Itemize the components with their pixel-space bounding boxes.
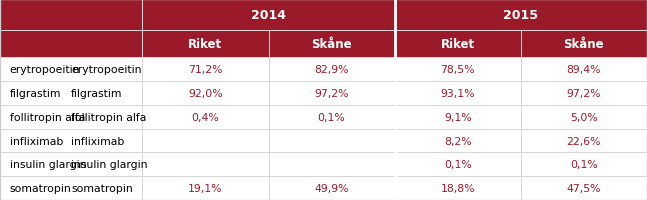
Bar — [395, 82, 521, 105]
Text: 9,1%: 9,1% — [444, 112, 472, 122]
Bar — [0, 0, 142, 31]
Bar — [0, 82, 142, 105]
Bar — [395, 176, 521, 200]
Text: follitropin alfa: follitropin alfa — [10, 112, 85, 122]
Text: 49,9%: 49,9% — [314, 183, 349, 193]
Text: filgrastim: filgrastim — [71, 89, 123, 98]
Bar — [395, 31, 521, 58]
Text: 2015: 2015 — [503, 9, 538, 22]
Text: 97,2%: 97,2% — [314, 89, 349, 98]
Bar — [269, 176, 395, 200]
Text: 0,1%: 0,1% — [444, 160, 472, 169]
Bar — [142, 105, 269, 129]
Bar — [395, 129, 521, 153]
Text: 0,1%: 0,1% — [318, 112, 345, 122]
Text: 71,2%: 71,2% — [188, 65, 223, 75]
Bar — [142, 82, 269, 105]
Text: Skåne: Skåne — [564, 38, 604, 51]
Bar — [142, 58, 269, 82]
Bar — [521, 82, 647, 105]
Bar — [269, 58, 395, 82]
Bar — [0, 153, 142, 176]
Bar — [142, 176, 269, 200]
Bar — [521, 153, 647, 176]
Text: 8,2%: 8,2% — [444, 136, 472, 146]
Text: infliximab: infliximab — [10, 136, 63, 146]
Text: 97,2%: 97,2% — [567, 89, 601, 98]
Text: Riket: Riket — [441, 38, 475, 51]
Bar — [521, 176, 647, 200]
Bar — [0, 176, 142, 200]
Bar — [0, 31, 142, 58]
Text: erytropoeitin: erytropoeitin — [71, 65, 142, 75]
Bar — [521, 31, 647, 58]
Bar — [0, 105, 142, 129]
Bar — [142, 31, 269, 58]
Text: follitropin alfa: follitropin alfa — [71, 112, 146, 122]
Bar — [142, 129, 269, 153]
Bar — [521, 105, 647, 129]
Text: 93,1%: 93,1% — [441, 89, 475, 98]
Text: 0,1%: 0,1% — [570, 160, 598, 169]
Bar — [0, 58, 142, 82]
Bar — [142, 0, 395, 31]
Text: 82,9%: 82,9% — [314, 65, 349, 75]
Text: insulin glargin: insulin glargin — [71, 160, 148, 169]
Text: insulin glargin: insulin glargin — [10, 160, 86, 169]
Bar — [395, 58, 521, 82]
Text: 89,4%: 89,4% — [567, 65, 601, 75]
Text: filgrastim: filgrastim — [10, 89, 61, 98]
Bar — [521, 129, 647, 153]
Bar — [395, 0, 647, 31]
Bar — [395, 153, 521, 176]
Text: Riket: Riket — [188, 38, 223, 51]
Text: 92,0%: 92,0% — [188, 89, 223, 98]
Bar — [521, 58, 647, 82]
Bar — [269, 82, 395, 105]
Text: somatropin: somatropin — [71, 183, 133, 193]
Text: somatropin: somatropin — [10, 183, 71, 193]
Text: 47,5%: 47,5% — [567, 183, 601, 193]
Bar — [269, 153, 395, 176]
Text: Skåne: Skåne — [311, 38, 352, 51]
Bar — [395, 105, 521, 129]
Text: 78,5%: 78,5% — [441, 65, 475, 75]
Text: 0,4%: 0,4% — [192, 112, 219, 122]
Bar — [269, 31, 395, 58]
Text: 19,1%: 19,1% — [188, 183, 223, 193]
Text: 2014: 2014 — [251, 9, 286, 22]
Bar — [269, 105, 395, 129]
Text: 18,8%: 18,8% — [441, 183, 475, 193]
Text: infliximab: infliximab — [71, 136, 124, 146]
Text: erytropoeitin: erytropoeitin — [10, 65, 80, 75]
Bar — [269, 129, 395, 153]
Bar — [142, 153, 269, 176]
Bar — [0, 129, 142, 153]
Text: 22,6%: 22,6% — [567, 136, 601, 146]
Text: 5,0%: 5,0% — [570, 112, 598, 122]
